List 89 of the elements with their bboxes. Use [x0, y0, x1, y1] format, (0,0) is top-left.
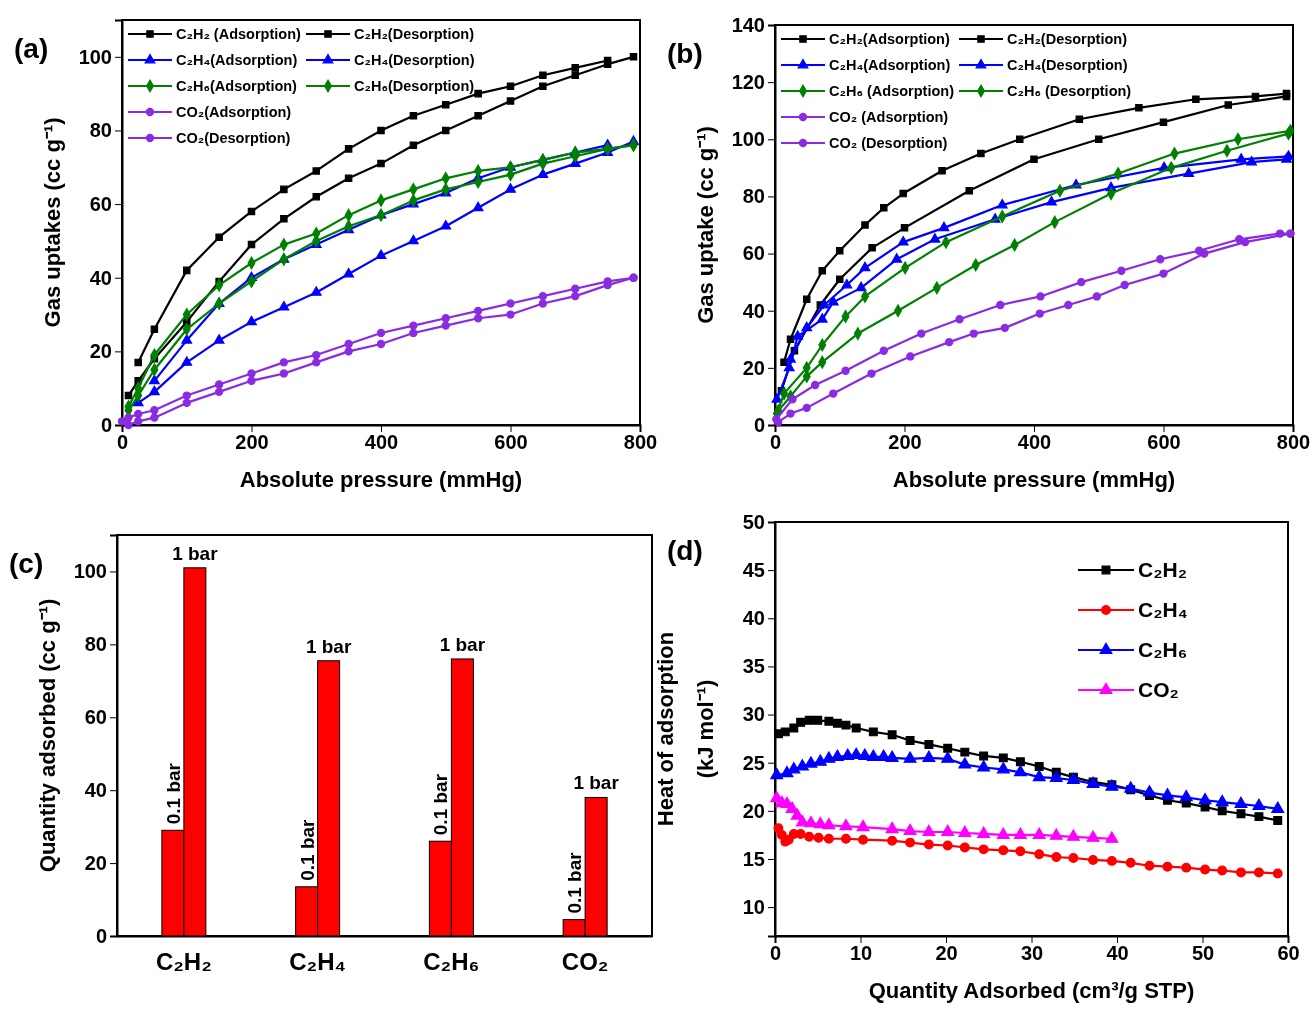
y-tick-label: 20 — [84, 851, 107, 874]
legend-label: CO₂(Desorption) — [176, 130, 291, 147]
y-tick-label: 60 — [89, 192, 112, 215]
legend-label: C₂H₆ — [1138, 638, 1188, 662]
x-tick-label: 400 — [364, 431, 399, 454]
x-tick-label: 20 — [935, 942, 958, 965]
x-tick-label: 400 — [1017, 431, 1052, 454]
x-tick-label: 60 — [1277, 942, 1300, 965]
legend-label: C₂H₂(Adsorption) — [829, 31, 950, 48]
text: (a) — [14, 33, 49, 64]
text: 1 bar — [172, 542, 218, 564]
legend-label: C₂H₆(Adsorption) — [176, 78, 298, 95]
legend-label: C₂H₂ (Adsorption) — [176, 26, 302, 43]
y-tick-label: 45 — [742, 559, 765, 582]
legend-label: C₂H₄ — [1138, 598, 1188, 622]
x-tick-label: 600 — [1147, 431, 1181, 454]
y-tick-label: 40 — [742, 607, 765, 630]
y-tick-label: 100 — [78, 45, 112, 68]
y-axis-title: Gas uptakes (cc g⁻¹) — [40, 117, 65, 328]
y-tick-label: 20 — [742, 799, 765, 822]
text: 0.1 bar — [430, 773, 452, 836]
y-axis-title: Gas uptake (cc g⁻¹) — [693, 126, 718, 324]
y-tick-label: 40 — [742, 299, 765, 322]
y-tick-label: 60 — [742, 242, 765, 265]
text: 1 bar — [573, 772, 619, 794]
legend-label: C₂H₆ (Desorption) — [1007, 83, 1132, 100]
y-tick-label: 100 — [731, 128, 765, 151]
text: 0.1 bar — [564, 852, 586, 914]
legend-label: C₂H₄(Desorption) — [354, 52, 475, 69]
y-tick-label: 0 — [95, 924, 107, 947]
y-tick-label: 25 — [742, 751, 765, 774]
y-tick-label: 0 — [100, 413, 112, 436]
text: 0.1 bar — [296, 819, 318, 881]
legend-label: C₂H₂(Desorption) — [354, 26, 475, 43]
x-tick-label: 800 — [1276, 431, 1311, 454]
legend-label: CO₂ — [1138, 678, 1179, 702]
series-label: 1 bar — [305, 635, 352, 657]
y-tick-label: 80 — [742, 185, 765, 208]
y-tick-label: 20 — [89, 340, 112, 363]
legend-label: C₂H₂(Desorption) — [1007, 31, 1128, 48]
x-tick-label: 800 — [623, 431, 658, 454]
y-tick-label: 80 — [89, 119, 112, 142]
legend-label: C₂H₄(Adsorption) — [829, 57, 951, 74]
x-tick-label: 0 — [769, 431, 782, 454]
text: 1 bar — [439, 633, 486, 655]
y-tick-label: 120 — [731, 71, 765, 94]
y-tick-label: 35 — [742, 655, 765, 678]
y-tick-label: 140 — [731, 13, 765, 36]
x-tick-label: C₂H₄ — [289, 948, 347, 976]
x-tick-label: C₂H₆ — [423, 948, 480, 976]
legend-label: CO₂ (Adsorption) — [829, 109, 949, 126]
y-tick-label: 40 — [89, 266, 112, 289]
x-tick-label: C₂H₂ — [155, 948, 212, 976]
y-tick-label: 15 — [742, 847, 765, 870]
x-axis-title: Absolute pressure (mmHg) — [892, 467, 1176, 492]
x-axis-title: Quantity Adsorbed (cm³/g STP) — [868, 978, 1195, 1003]
text: 0.1 bar — [162, 762, 184, 825]
y-tick-label: 30 — [742, 703, 765, 726]
chart-title: (b) — [667, 38, 703, 69]
x-tick-label: 10 — [849, 942, 873, 965]
x-axis-title: Absolute pressure (mmHg) — [239, 467, 523, 492]
y-axis-title: Quantity adsorbed (cc g⁻¹) — [35, 598, 60, 873]
x-tick-label: 50 — [1191, 942, 1215, 965]
legend-label: C₂H₆ (Adsorption) — [829, 83, 955, 100]
y-tick-label: 50 — [742, 510, 765, 533]
x-tick-label: 0 — [769, 942, 782, 965]
x-tick-label: 200 — [888, 431, 922, 454]
text: (d) — [667, 535, 703, 566]
x-tick-label: 600 — [494, 431, 528, 454]
y-tick-label: 20 — [742, 356, 765, 379]
legend-label: C₂H₆(Desorption) — [354, 78, 475, 95]
legend-label: CO₂ (Desorption) — [829, 135, 948, 152]
y-axis-title: Heat of adsorption (kJ mol⁻¹) — [653, 631, 718, 827]
legend-label: CO₂(Adsorption) — [176, 104, 292, 121]
y-tick-label: 60 — [84, 706, 107, 729]
legend-label: C₂H₂ — [1138, 558, 1187, 582]
x-tick-label: CO₂ — [561, 948, 609, 976]
x-tick-label: 40 — [1106, 942, 1129, 965]
y-tick-label: 80 — [84, 633, 107, 656]
y-tick-label: 10 — [742, 896, 765, 919]
x-tick-label: 200 — [235, 431, 269, 454]
y-tick-label: 40 — [84, 779, 107, 802]
y-tick-label: 100 — [73, 560, 107, 583]
x-tick-label: 30 — [1020, 942, 1044, 965]
legend-label: C₂H₄(Desorption) — [1007, 57, 1128, 74]
x-tick-label: 0 — [116, 431, 129, 454]
y-tick-label: 0 — [753, 413, 765, 436]
text: (c) — [9, 548, 44, 579]
legend-label: C₂H₄(Adsorption) — [176, 52, 298, 69]
